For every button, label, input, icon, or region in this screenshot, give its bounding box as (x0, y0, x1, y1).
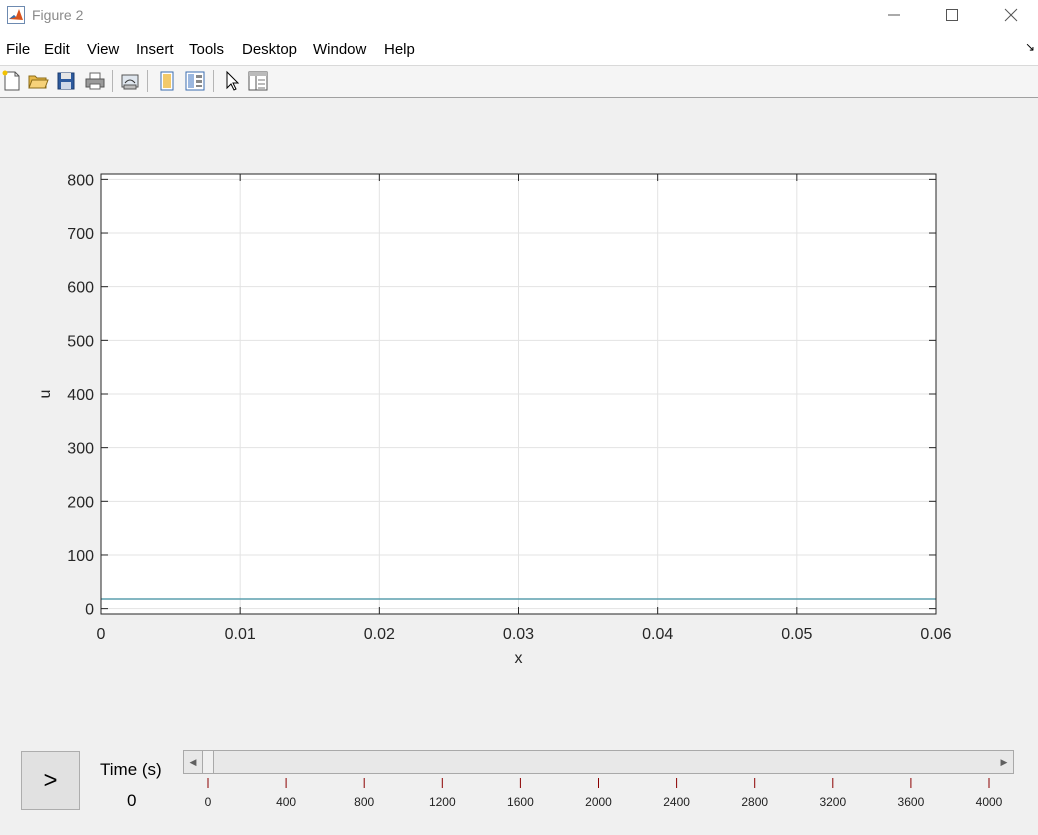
y-tick-label: 400 (67, 387, 94, 404)
slider-right-arrow-icon[interactable]: ▶ (1000, 757, 1008, 767)
time-label: Time (s) (100, 760, 162, 779)
y-tick-label: 700 (67, 226, 94, 243)
slider-tick-label: 400 (276, 795, 296, 809)
y-tick-label: 100 (67, 548, 94, 565)
window-titlebar: Figure 2 (0, 0, 1038, 31)
y-tick-label: 500 (67, 333, 94, 350)
time-slider[interactable]: ◀ ▶ (183, 750, 1014, 774)
menu-help[interactable]: Help (384, 41, 415, 58)
slider-left-arrow-icon[interactable]: ◀ (189, 757, 197, 767)
new-figure-icon[interactable] (0, 69, 24, 93)
x-tick-label: 0.03 (503, 626, 534, 643)
play-button[interactable]: > (21, 751, 80, 810)
time-value: 0 (127, 791, 137, 810)
x-tick-label: 0.05 (781, 626, 812, 643)
y-tick-label: 200 (67, 494, 94, 511)
maximize-icon (946, 9, 958, 21)
toolbar-separator (213, 70, 214, 92)
print-icon[interactable] (83, 69, 107, 93)
slider-tick-label: 3200 (819, 795, 846, 809)
show-plot-tools-icon[interactable] (183, 69, 207, 93)
slider-tick-scale: 0 400 800 1200 1600 2000 2400 2800 3200 3600 4000 (205, 778, 1003, 809)
menu-view[interactable]: View (87, 41, 120, 58)
menu-window[interactable]: Window (313, 41, 367, 58)
menu-insert[interactable]: Insert (136, 41, 174, 58)
minimize-button[interactable] (871, 0, 917, 31)
toolbar-separator (112, 70, 113, 92)
x-tick-label: 0.04 (642, 626, 673, 643)
slider-tick-label: 800 (354, 795, 374, 809)
property-inspector-icon[interactable] (246, 69, 270, 93)
close-icon (1004, 8, 1018, 22)
menu-tools[interactable]: Tools (189, 41, 225, 58)
x-tick-label: 0 (97, 626, 106, 643)
tick-labels: 0 0.01 0.02 0.03 0.04 0.05 0.06 0 100 200 300 400 50… (67, 172, 951, 643)
dock-arrow-icon[interactable]: ↘ (1024, 40, 1035, 54)
matlab-icon (7, 6, 25, 24)
y-tick-label: 600 (67, 280, 94, 297)
slider-tick-label: 1600 (507, 795, 534, 809)
slider-tick-label: 2400 (663, 795, 690, 809)
y-tick-label: 300 (67, 441, 94, 458)
menu-desktop[interactable]: Desktop (242, 41, 298, 58)
save-icon[interactable] (54, 69, 78, 93)
menu-file[interactable]: File (6, 41, 31, 58)
menu-edit[interactable]: Edit (44, 41, 70, 58)
x-axis-label: x (515, 650, 523, 667)
y-axis-label: u (37, 390, 54, 399)
tick-marks (100, 174, 937, 614)
edit-plot-pointer-icon[interactable] (220, 69, 244, 93)
open-file-icon[interactable] (26, 69, 50, 93)
window-title: Figure 2 (32, 7, 84, 23)
plot-canvas: 0 0.01 0.02 0.03 0.04 0.05 0.06 0 100 200 300 400 50… (37, 172, 952, 667)
y-tick-label: 800 (67, 172, 94, 189)
figure-toolbar (0, 66, 1038, 98)
close-button[interactable] (988, 0, 1034, 31)
minimize-icon (888, 14, 900, 16)
x-tick-label: 0.06 (920, 626, 951, 643)
menu-bar: File Edit View Insert Tools Desktop Wind… (0, 31, 1038, 66)
x-tick-label: 0.01 (225, 626, 256, 643)
toolbar-separator (147, 70, 148, 92)
link-plot-icon[interactable] (118, 69, 142, 93)
hide-plot-tools-icon[interactable] (155, 69, 179, 93)
slider-tick-label: 1200 (429, 795, 456, 809)
slider-tick-label: 2000 (585, 795, 612, 809)
x-tick-label: 0.02 (364, 626, 395, 643)
slider-tick-label: 0 (205, 795, 212, 809)
slider-tick-label: 2800 (741, 795, 768, 809)
y-tick-label: 0 (85, 602, 94, 619)
maximize-button[interactable] (929, 0, 975, 31)
slider-thumb[interactable] (202, 751, 214, 773)
slider-tick-label: 4000 (976, 795, 1003, 809)
slider-tick-label: 3600 (898, 795, 925, 809)
